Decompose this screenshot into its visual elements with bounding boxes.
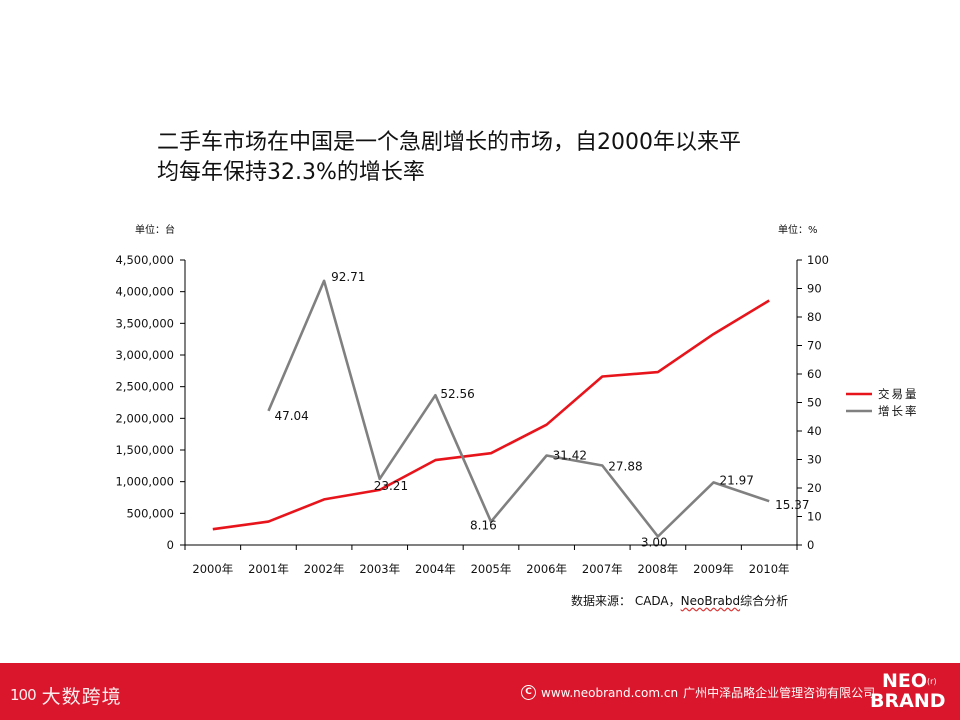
data-label: 47.04 (274, 409, 308, 423)
y-right-tick-label: 50 (807, 396, 822, 410)
footer-copyright: C www.neobrand.com.cn 广州中泽品略企业管理咨询有限公司 (521, 684, 875, 701)
x-tick-label: 2001年 (248, 562, 289, 576)
y-left-tick-label: 2,500,000 (115, 380, 174, 394)
brand-neo: NEO (882, 670, 928, 692)
brand-brand: BRAND (870, 690, 946, 712)
data-label: 3.00 (641, 535, 668, 549)
y-left-tick-label: 3,000,000 (115, 348, 174, 362)
x-tick-label: 2008年 (638, 562, 679, 576)
y-right-tick-label: 70 (807, 339, 822, 353)
slide-title-line1: 二手车市场在中国是一个急剧增长的市场，自2000年以来平 (157, 130, 741, 155)
y-left-tick-label: 2,000,000 (115, 411, 174, 425)
y-left-tick-label: 4,000,000 (115, 285, 174, 299)
x-tick-label: 2000年 (192, 562, 233, 576)
x-tick-label: 2005年 (471, 562, 512, 576)
data-label: 15.37 (775, 498, 809, 512)
source-prefix: 数据来源： CADA， (571, 594, 681, 608)
y-right-tick-label: 80 (807, 310, 822, 324)
footer-website[interactable]: www.neobrand.com.cn (541, 685, 679, 700)
y-right-tick-label: 20 (807, 481, 822, 495)
y-left-tick-label: 500,000 (126, 506, 174, 520)
x-tick-label: 2002年 (304, 562, 345, 576)
source-suffix: 综合分析 (740, 594, 789, 608)
x-tick-label: 2010年 (749, 562, 790, 576)
y-right-tick-label: 40 (807, 424, 822, 438)
copyright-icon: C (521, 685, 536, 700)
source-brand: NeoBrabd (680, 594, 741, 608)
x-tick-label: 2004年 (415, 562, 456, 576)
y-left-tick-label: 4,500,000 (115, 253, 174, 267)
logo-text: 大数跨境 (41, 685, 122, 708)
slide-title-line2: 均每年保持32.3%的增长率 (157, 160, 425, 185)
combo-line-chart: 0 500,000 1,000,000 1,500,000 2,000,000 2,500… (115, 223, 919, 576)
footer-logo-left: 100 大数跨境 (10, 681, 122, 709)
data-label: 31.42 (553, 448, 587, 462)
y-left-tick-label: 1,000,000 (115, 475, 174, 489)
y-right-tick-label: 60 (807, 367, 822, 381)
x-tick-label: 2009年 (693, 562, 734, 576)
source-note: 数据来源： CADA，NeoBrabd综合分析 (571, 592, 788, 609)
logo-100-mark: 100 (10, 686, 37, 704)
y-right-tick-label: 100 (807, 253, 829, 267)
y-left-tick-label: 3,500,000 (115, 316, 174, 330)
y-left-unit-label: 单位：台 (135, 223, 175, 236)
footer-bar: 100 大数跨境 C www.neobrand.com.cn 广州中泽品略企业管… (0, 663, 960, 720)
y-right-tick-label: 0 (807, 538, 814, 552)
y-right-tick-label: 30 (807, 453, 822, 467)
slide-title: 二手车市场在中国是一个急剧增长的市场，自2000年以来平 均每年保持32.3%的… (157, 128, 837, 188)
y-right-tick-label: 10 (807, 510, 822, 524)
x-tick-label: 2007年 (582, 562, 623, 576)
series-line-volume (212, 299, 770, 531)
y-left-tick-label: 0 (167, 538, 174, 552)
series-line-growth (267, 279, 770, 538)
footer-company: 广州中泽品略企业管理咨询有限公司 (683, 686, 876, 700)
data-label: 52.56 (440, 387, 474, 401)
data-label: 27.88 (608, 460, 642, 474)
footer-brand-logo: NEO(r) BRAND (870, 670, 950, 712)
y-right-unit-label: 单位：% (778, 223, 818, 236)
brand-registered-mark: (r) (927, 677, 937, 686)
x-tick-label: 2003年 (359, 562, 400, 576)
legend-label: 交易量 (878, 387, 919, 401)
data-label: 23.21 (374, 479, 408, 493)
data-label: 21.97 (720, 473, 754, 487)
x-tick-label: 2006年 (526, 562, 567, 576)
legend-label: 增长率 (878, 404, 919, 418)
data-label: 92.71 (331, 270, 365, 284)
y-right-tick-label: 90 (807, 282, 822, 296)
y-left-tick-label: 1,500,000 (115, 443, 174, 457)
data-label: 8.16 (470, 519, 497, 533)
